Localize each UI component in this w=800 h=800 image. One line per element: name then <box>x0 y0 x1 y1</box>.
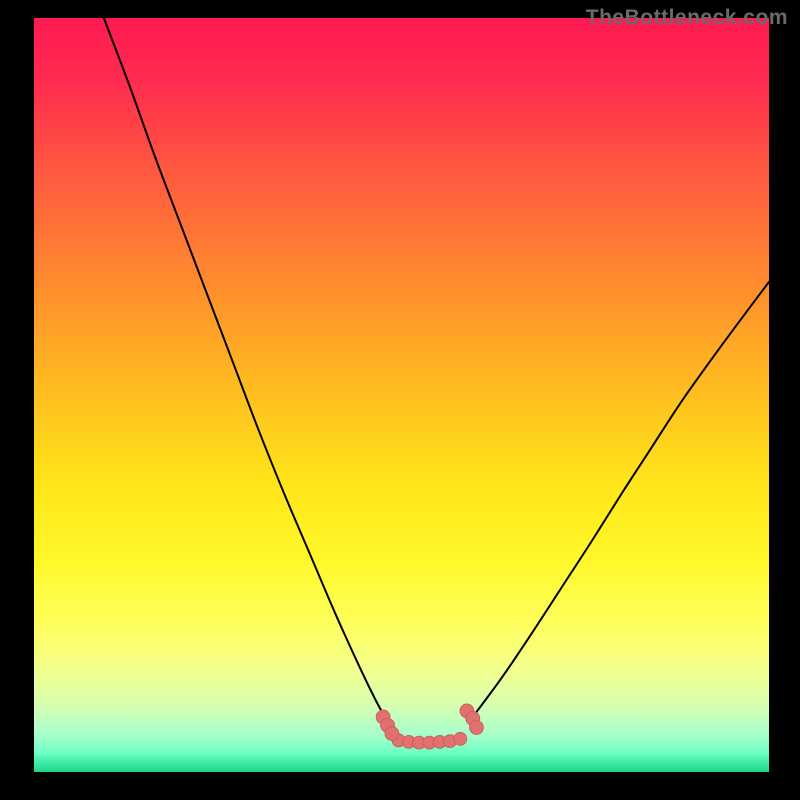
marker-right <box>469 721 483 735</box>
plot-region <box>34 18 769 772</box>
curve-overlay <box>34 18 769 772</box>
marker-left <box>385 727 399 741</box>
chart-container: TheBottleneck.com <box>0 0 800 800</box>
curve-left <box>104 18 386 718</box>
curve-right <box>472 282 769 718</box>
marker-flat <box>454 732 467 745</box>
watermark-text: TheBottleneck.com <box>586 6 788 30</box>
